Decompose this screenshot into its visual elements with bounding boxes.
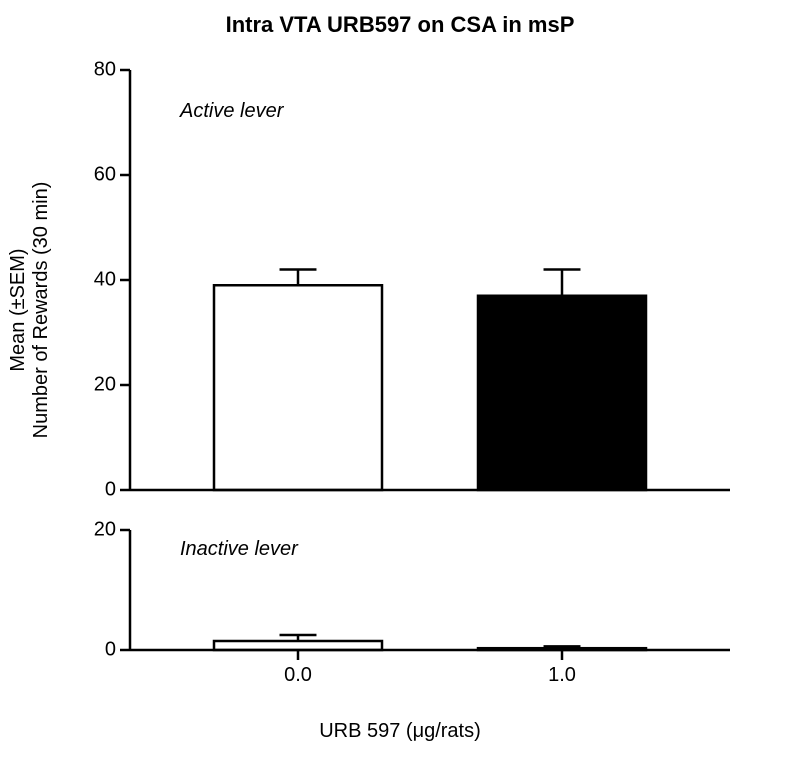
y-tick-label: 20 xyxy=(94,374,116,397)
panel-active-svg xyxy=(130,70,730,490)
x-tick-label: 1.0 xyxy=(548,664,576,687)
y-axis-label-line2: Number of Rewards (30 min) xyxy=(30,182,53,439)
panel-inactive-lever: Inactive lever 020 0.01.0 xyxy=(130,530,730,650)
chart-title: Intra VTA URB597 on CSA in msP xyxy=(0,12,800,38)
y-axis-label: Mean (±SEM) Number of Rewards (30 min) xyxy=(7,182,53,439)
y-tick-label: 40 xyxy=(94,269,116,292)
x-axis-label: URB 597 (μg/rats) xyxy=(0,720,800,743)
panel-active-lever: Active lever 020406080 xyxy=(130,70,730,490)
x-tick-label: 0.0 xyxy=(284,664,312,687)
y-tick-label: 0 xyxy=(105,639,116,662)
y-tick-label: 20 xyxy=(94,519,116,542)
y-tick-label: 60 xyxy=(94,164,116,187)
bar xyxy=(478,296,646,490)
y-axis-label-line1: Mean (±SEM) xyxy=(7,182,30,439)
y-tick-label: 80 xyxy=(94,59,116,82)
bar xyxy=(214,641,382,650)
figure: Intra VTA URB597 on CSA in msP Mean (±SE… xyxy=(0,0,800,771)
inactive-lever-annotation: Inactive lever xyxy=(180,538,298,561)
bar xyxy=(214,285,382,490)
active-lever-annotation: Active lever xyxy=(180,100,283,123)
y-tick-label: 0 xyxy=(105,479,116,502)
